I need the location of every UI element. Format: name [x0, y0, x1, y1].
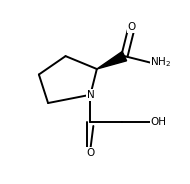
- Text: N: N: [86, 90, 94, 100]
- Polygon shape: [97, 52, 127, 69]
- Text: O: O: [128, 22, 136, 32]
- Text: OH: OH: [150, 117, 166, 127]
- Text: O: O: [86, 148, 94, 158]
- Text: NH$_2$: NH$_2$: [150, 56, 171, 69]
